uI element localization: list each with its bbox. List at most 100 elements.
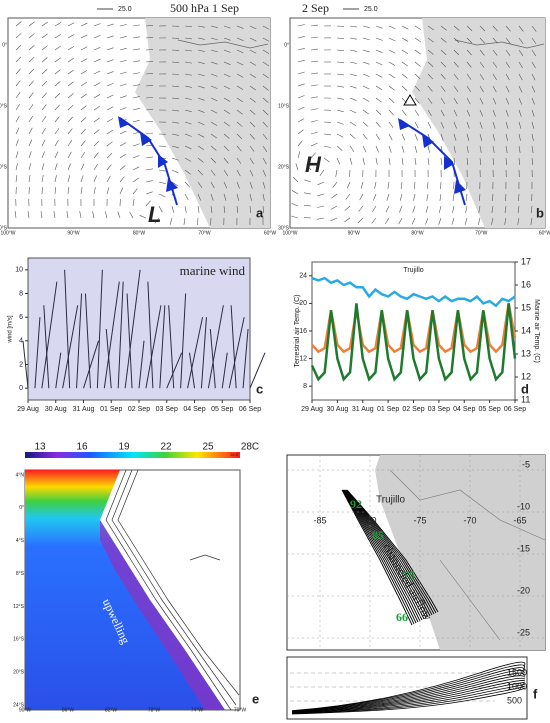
vector [440, 133, 444, 141]
vector [440, 157, 443, 165]
wind-vectors [14, 21, 270, 226]
vector [210, 85, 218, 89]
vector [184, 145, 192, 150]
x-tick-label: 05 Sep [479, 406, 501, 413]
vector [492, 97, 497, 105]
trajectories [341, 489, 439, 626]
colorbar-label: 19 [118, 442, 130, 453]
vector [54, 139, 59, 147]
vector [262, 145, 268, 152]
vector [518, 25, 524, 32]
vector [197, 157, 204, 163]
vector [132, 48, 140, 51]
lat-label: -20 [517, 585, 530, 595]
vector [375, 121, 381, 128]
panel-header: 500 hPa 1 Sep [170, 1, 239, 15]
vector [414, 121, 419, 129]
vector [197, 109, 205, 113]
vector [349, 133, 356, 139]
vector [223, 157, 229, 164]
vector [132, 199, 135, 207]
vector [401, 61, 408, 67]
vector [358, 205, 364, 212]
vector [491, 217, 494, 225]
vector [310, 72, 318, 75]
vector [210, 109, 218, 114]
lat-label: 16°S [13, 637, 25, 643]
vector [492, 133, 495, 141]
land [375, 455, 545, 650]
vector [262, 85, 269, 91]
vector [236, 25, 244, 29]
vector [54, 116, 60, 123]
vector [292, 176, 299, 183]
vector [67, 163, 71, 171]
y-axis-label: Terrestrial air Temp. (C) [294, 295, 301, 368]
coast [189, 554, 221, 561]
lat-label: -25 [517, 627, 530, 637]
vector [197, 97, 205, 101]
vector [427, 49, 434, 55]
height-label: 85 [372, 528, 384, 542]
vector [330, 205, 338, 210]
vector [41, 33, 48, 39]
vector [67, 187, 70, 195]
vector [388, 133, 393, 141]
vector [492, 37, 498, 44]
wind-stick [180, 293, 187, 389]
colorbar-label: 25 [202, 442, 214, 453]
vector [93, 117, 100, 123]
vector [375, 73, 383, 78]
vector [505, 73, 510, 81]
vector [414, 85, 421, 92]
x-tick-label: 03 Sep [428, 406, 450, 413]
front-triangles [118, 116, 178, 192]
vector [492, 85, 497, 93]
vector [427, 25, 434, 31]
x-tick-label: 01 Sep [377, 406, 399, 413]
lat-label: 8°S [16, 571, 25, 577]
vector [452, 193, 455, 201]
vector [80, 105, 87, 111]
vector [249, 85, 256, 91]
vector [119, 187, 124, 195]
vector [41, 127, 46, 135]
vector [385, 205, 390, 213]
vector [401, 85, 408, 91]
height-axis-label: 1000 [507, 681, 527, 691]
wind-stick [221, 352, 228, 389]
lon-label: -70 [463, 515, 476, 525]
x-tick-label: 02 Sep [128, 406, 150, 413]
vector [40, 211, 43, 219]
lon-label: 80°W [133, 230, 146, 236]
vector [67, 151, 72, 159]
vector [414, 109, 420, 116]
vector [197, 169, 204, 176]
lon-label: 60°W [539, 230, 550, 236]
vector [93, 105, 101, 111]
vector [438, 217, 442, 225]
wind-stick [126, 293, 133, 389]
vector [223, 193, 227, 201]
lon-label: 60°W [264, 230, 277, 236]
vector [262, 73, 269, 79]
vector [132, 24, 140, 27]
vector [359, 193, 364, 201]
y2-tick-label: 11 [521, 394, 530, 404]
vector [15, 103, 21, 111]
profile [291, 681, 526, 714]
trajectory [346, 489, 437, 614]
lat-label: 0° [284, 42, 289, 48]
vector [132, 84, 140, 87]
vector [384, 217, 390, 225]
wind-stick [124, 269, 141, 389]
vector [440, 25, 447, 31]
vector [492, 157, 495, 165]
vector [492, 193, 494, 201]
y2-tick-label: 12 [521, 371, 531, 381]
vector [236, 121, 243, 127]
vector [262, 37, 270, 42]
bathymetry [105, 469, 240, 711]
vector [518, 109, 522, 117]
vector [119, 153, 126, 159]
